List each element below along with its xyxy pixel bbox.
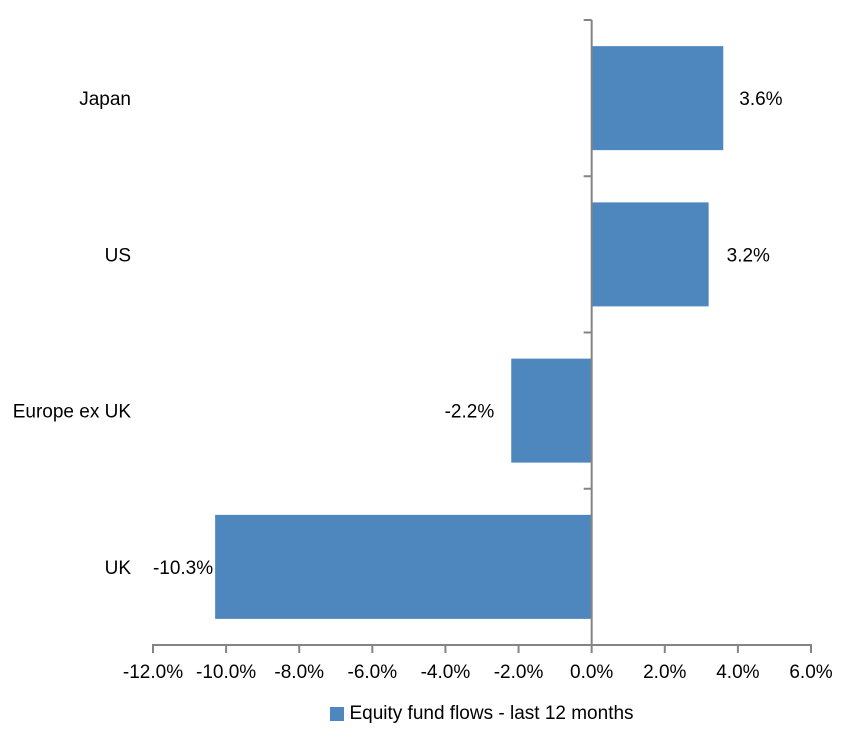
x-tick-label: 0.0% xyxy=(570,662,613,683)
data-label-europe-ex-uk: -2.2% xyxy=(445,402,495,423)
category-label-europe-ex-uk: Europe ex UK xyxy=(13,402,132,423)
bar-us xyxy=(591,202,709,307)
x-tick-label: 4.0% xyxy=(716,662,759,683)
category-label-japan: Japan xyxy=(79,89,131,110)
x-tick-label: 2.0% xyxy=(643,662,686,683)
legend: Equity fund flows - last 12 months xyxy=(153,703,811,725)
x-tick-label: -4.0% xyxy=(421,662,471,683)
category-label-us: US xyxy=(105,245,131,266)
category-label-uk: UK xyxy=(105,558,132,579)
x-tick-label: -12.0% xyxy=(123,662,183,683)
x-tick-label: -6.0% xyxy=(348,662,398,683)
data-label-us: 3.2% xyxy=(727,245,770,266)
bar-japan xyxy=(591,46,724,151)
x-tick-label: -2.0% xyxy=(494,662,544,683)
chart-svg: -12.0% -10.0% -8.0% -6.0% -4.0% -2.0% 0.0% 2.0%… xyxy=(13,19,833,683)
legend-label: Equity fund flows - last 12 months xyxy=(349,703,634,724)
data-label-japan: 3.6% xyxy=(739,89,782,110)
data-label-uk: -10.3% xyxy=(153,558,213,579)
bar-europe-ex-uk xyxy=(511,358,592,463)
x-tick-label: 6.0% xyxy=(789,662,832,683)
x-tick-label: -8.0% xyxy=(274,662,324,683)
x-tick-label: -10.0% xyxy=(196,662,256,683)
bar-uk xyxy=(215,514,592,619)
legend-swatch-icon xyxy=(330,707,345,721)
